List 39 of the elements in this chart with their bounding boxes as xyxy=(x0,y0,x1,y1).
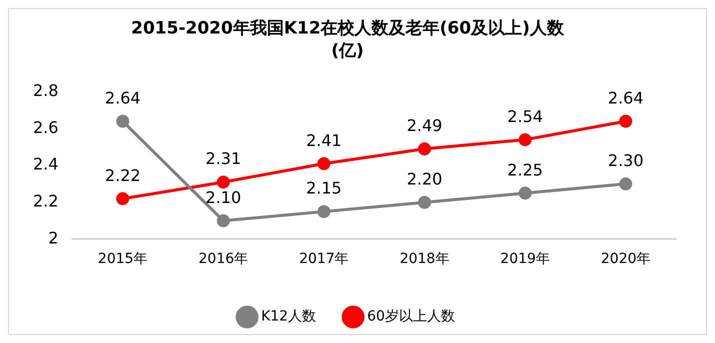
x-tick-label: 2020年 xyxy=(600,251,651,268)
point xyxy=(317,205,330,218)
data-label: 2.49 xyxy=(406,116,442,136)
point xyxy=(619,114,632,128)
y-tick-label: 2.6 xyxy=(32,118,58,137)
point xyxy=(216,214,230,228)
point xyxy=(116,114,130,128)
data-label: 2.10 xyxy=(206,188,242,207)
data-label: 2.64 xyxy=(608,88,644,108)
x-tick-label: 2017年 xyxy=(299,251,349,268)
point xyxy=(619,177,632,190)
x-tick-label: 2015年 xyxy=(98,251,148,268)
point xyxy=(418,196,432,209)
data-label: 2.20 xyxy=(406,170,442,189)
x-tick-label: 2018年 xyxy=(400,251,450,268)
legend-label: K12人数 xyxy=(261,308,316,325)
point xyxy=(317,157,330,170)
x-tick-label: 2016年 xyxy=(198,251,248,268)
data-label: 2.25 xyxy=(507,160,543,180)
point xyxy=(216,176,230,189)
chart-title: 2015-2020年我国K12在校人数及老年(60及以上)人数 xyxy=(131,18,565,39)
data-label: 2.41 xyxy=(306,130,342,150)
y-tick-label: 2.4 xyxy=(32,154,58,174)
data-label: 2.15 xyxy=(306,178,342,198)
y-tick-label: 2 xyxy=(48,228,58,248)
data-label: 2.30 xyxy=(608,151,644,170)
legend-label: 60岁以上人数 xyxy=(367,308,455,325)
y-tick-label: 2.2 xyxy=(32,192,58,211)
data-label: 2.31 xyxy=(206,149,242,168)
point xyxy=(116,192,130,206)
data-label: 2.54 xyxy=(507,106,543,126)
data-label: 2.64 xyxy=(104,88,141,108)
point xyxy=(518,186,532,200)
data-label: 2.22 xyxy=(104,166,141,185)
point xyxy=(518,133,532,146)
point xyxy=(418,142,432,156)
x-tick-label: 2019年 xyxy=(500,251,550,268)
chart-subtitle: (亿) xyxy=(331,41,364,62)
y-tick-label: 2.8 xyxy=(32,80,58,100)
